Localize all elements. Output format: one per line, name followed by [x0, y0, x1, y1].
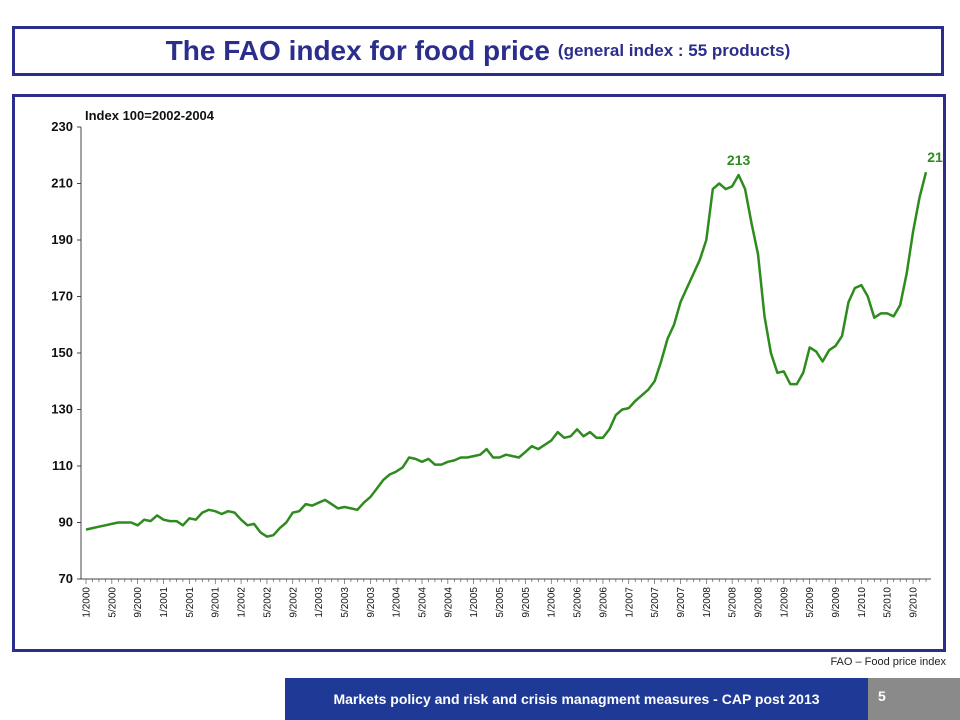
x-tick-label: 9/2008	[754, 587, 765, 618]
x-tick-label: 1/2001	[159, 587, 170, 618]
page-number-box: 5	[868, 678, 960, 720]
y-tick-label: 130	[51, 402, 73, 417]
y-tick-label: 150	[51, 345, 73, 360]
x-tick-label: 9/2007	[676, 587, 687, 618]
x-tick-label: 1/2009	[779, 587, 790, 618]
x-tick-label: 1/2003	[314, 587, 325, 618]
footer-bar: Markets policy and risk and crisis manag…	[285, 678, 868, 720]
x-tick-label: 9/2009	[831, 587, 842, 618]
source-caption: FAO – Food price index	[830, 656, 946, 668]
x-tick-label: 1/2006	[547, 587, 558, 618]
x-tick-label: 9/2004	[443, 587, 454, 618]
x-tick-label: 5/2009	[805, 587, 816, 618]
slide-title: The FAO index for food price	[165, 35, 550, 66]
peak-label: 213	[727, 152, 751, 168]
chart-container: 70 90 110 130 150 170 190 210 230 1/2000 5/2000 9/…	[12, 94, 946, 652]
x-tick-label: 5/2007	[650, 587, 661, 618]
x-tick-label: 5/2004	[418, 587, 429, 618]
x-tick-label: 1/2007	[624, 587, 635, 618]
y-tick-label: 90	[59, 515, 73, 530]
x-axis-ticks: 1/2000 5/2000 9/2000 1/2001 5/2001 9/2001 1/20…	[82, 579, 927, 618]
x-tick-label: 5/2006	[573, 587, 584, 618]
series-line-food-price-index	[85, 171, 928, 538]
x-tick-label: 1/2002	[237, 587, 248, 618]
x-tick-label: 9/2003	[366, 587, 377, 618]
x-tick-label: 1/2005	[469, 587, 480, 618]
x-tick-label: 5/2010	[883, 587, 894, 618]
peak-label: 214	[927, 149, 943, 165]
peak-annotations: 213 214	[727, 149, 943, 168]
index-base-note: Index 100=2002-2004	[85, 108, 215, 123]
y-axis-ticks: 70 90 110 130 150 170 190 210 230	[51, 119, 81, 586]
slide-title-box: The FAO index for food price (general in…	[12, 26, 944, 76]
x-tick-label: 9/2002	[288, 587, 299, 618]
footer-text: Markets policy and risk and crisis manag…	[333, 691, 820, 707]
x-tick-label: 9/2001	[211, 587, 222, 618]
y-tick-label: 190	[51, 232, 73, 247]
x-tick-label: 5/2000	[107, 587, 118, 618]
x-tick-label: 5/2001	[185, 587, 196, 618]
x-tick-label: 1/2008	[702, 587, 713, 618]
x-tick-label: 9/2010	[909, 587, 920, 618]
x-tick-label: 9/2006	[598, 587, 609, 618]
slide-subtitle: (general index : 55 products)	[557, 41, 791, 60]
x-tick-label: 1/2010	[857, 587, 868, 618]
page-number: 5	[878, 688, 886, 704]
price-index-chart: 70 90 110 130 150 170 190 210 230 1/2000 5/2000 9/…	[51, 108, 943, 618]
y-tick-label: 230	[51, 119, 73, 134]
x-tick-label: 9/2005	[521, 587, 532, 618]
x-tick-label: 5/2002	[262, 587, 273, 618]
x-tick-label: 1/2000	[82, 587, 93, 618]
x-tick-label: 9/2000	[133, 587, 144, 618]
y-tick-label: 210	[51, 176, 73, 191]
x-tick-label: 5/2003	[340, 587, 351, 618]
y-tick-label: 110	[52, 458, 73, 473]
x-tick-label: 5/2008	[728, 587, 739, 618]
y-tick-label: 70	[59, 571, 73, 586]
y-tick-label: 170	[51, 289, 73, 304]
x-tick-label: 5/2005	[495, 587, 506, 618]
x-tick-label: 1/2004	[392, 587, 403, 618]
